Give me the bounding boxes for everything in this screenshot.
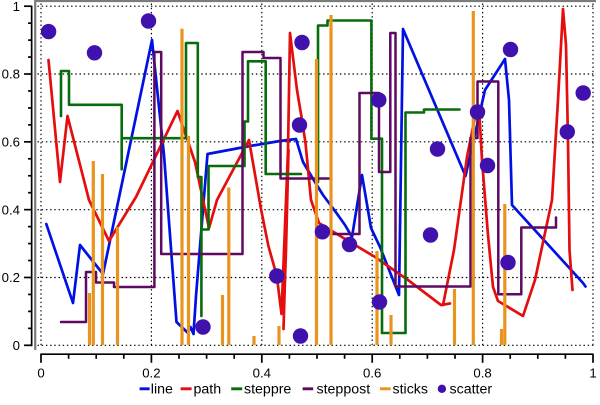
svg-text:scatter: scatter — [450, 381, 493, 397]
svg-text:0.6: 0.6 — [2, 135, 20, 150]
svg-text:0: 0 — [13, 338, 20, 353]
svg-text:sticks: sticks — [393, 381, 428, 397]
svg-text:1: 1 — [589, 366, 596, 381]
svg-text:steppost: steppost — [317, 381, 371, 397]
svg-text:0: 0 — [37, 366, 44, 381]
svg-text:0.4: 0.4 — [2, 202, 20, 217]
svg-text:steppre: steppre — [244, 381, 291, 397]
svg-text:0.2: 0.2 — [142, 366, 160, 381]
svg-text:0.2: 0.2 — [2, 270, 20, 285]
svg-text:0.8: 0.8 — [2, 67, 20, 82]
svg-text:1: 1 — [13, 0, 20, 14]
svg-text:line: line — [151, 381, 173, 397]
svg-text:0.4: 0.4 — [253, 366, 271, 381]
svg-text:0.6: 0.6 — [363, 366, 381, 381]
svg-text:0.8: 0.8 — [473, 366, 491, 381]
svg-text:path: path — [194, 381, 222, 397]
